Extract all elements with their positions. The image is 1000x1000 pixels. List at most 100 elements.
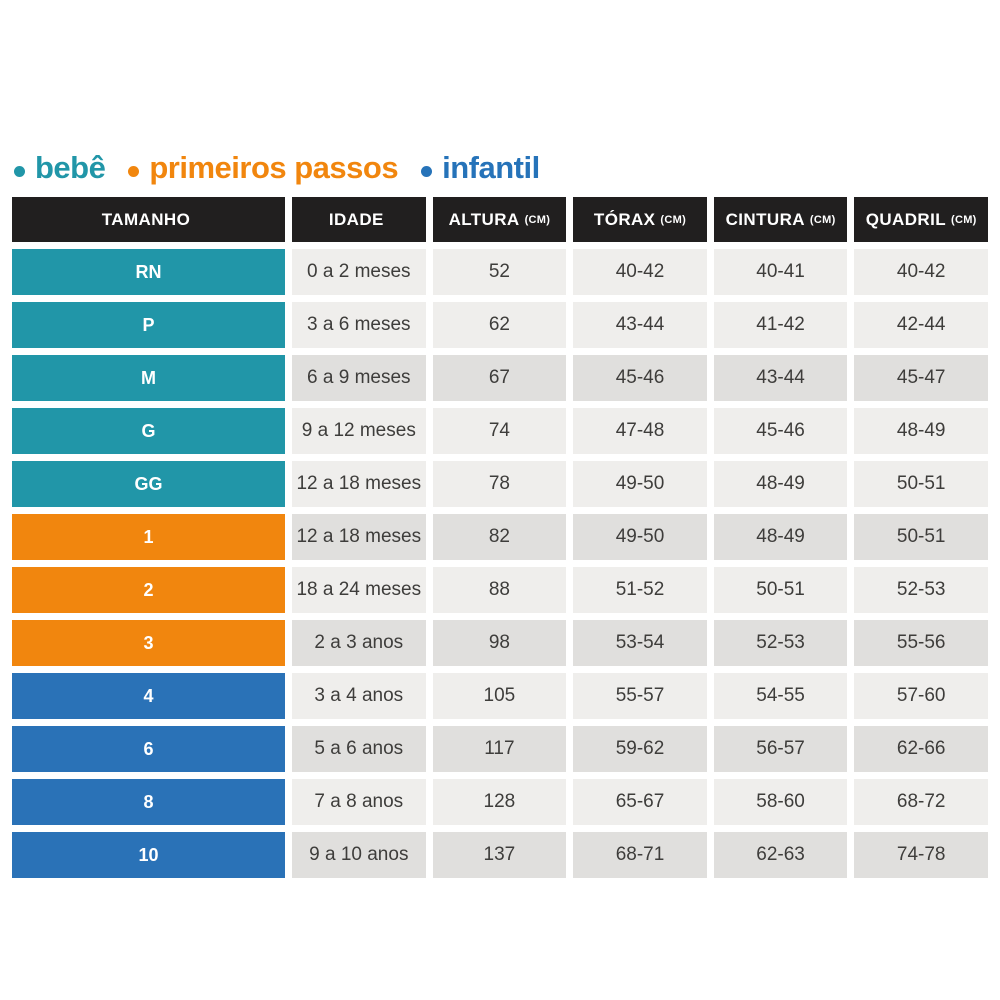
- idade-cell: 18 a 24 meses: [292, 567, 426, 613]
- cintura-cell: 54-55: [713, 673, 848, 719]
- torax-cell: 51-52: [573, 567, 707, 613]
- header-unit: (CM): [951, 213, 977, 226]
- idade-cell: 12 a 18 meses: [292, 461, 426, 507]
- header-cell-quadril: QUADRIL (CM): [854, 197, 988, 242]
- quadril-cell: 57-60: [854, 673, 988, 719]
- idade-cell: 12 a 18 meses: [292, 514, 426, 560]
- legend-item-bebe: bebê: [14, 150, 106, 186]
- altura-cell: 62: [432, 302, 567, 348]
- torax-cell: 68-71: [573, 832, 707, 878]
- idade-cell: 5 a 6 anos: [292, 726, 426, 772]
- header-label: IDADE: [328, 209, 384, 229]
- legend: bebê primeiros passos infantil: [14, 146, 540, 190]
- size-cell: 1: [12, 514, 285, 560]
- size-cell: 3: [12, 620, 285, 666]
- legend-item-primeiros-passos: primeiros passos: [128, 150, 399, 186]
- altura-cell: 52: [432, 249, 567, 295]
- cintura-cell: 48-49: [713, 514, 848, 560]
- idade-cell: 3 a 4 anos: [292, 673, 426, 719]
- torax-cell: 49-50: [573, 461, 707, 507]
- header-unit: (CM): [809, 213, 836, 226]
- size-table: TAMANHO IDADE ALTURA (CM) TÓRAX (CM) CINTU…: [12, 197, 988, 878]
- quadril-cell: 50-51: [854, 514, 988, 560]
- quadril-cell: 42-44: [854, 302, 988, 348]
- bullet-icon: [421, 166, 433, 177]
- cintura-cell: 50-51: [713, 567, 848, 613]
- header-unit: (CM): [660, 213, 687, 226]
- altura-cell: 98: [432, 620, 567, 666]
- quadril-cell: 74-78: [854, 832, 988, 878]
- legend-label-primeiros-passos: primeiros passos: [149, 150, 399, 185]
- altura-cell: 88: [432, 567, 567, 613]
- header-cell-altura: ALTURA (CM): [432, 197, 567, 242]
- size-cell: 4: [12, 673, 285, 719]
- header-label: CINTURA: [725, 209, 805, 229]
- cintura-cell: 43-44: [713, 355, 848, 401]
- torax-cell: 43-44: [573, 302, 707, 348]
- altura-cell: 78: [432, 461, 567, 507]
- altura-cell: 74: [432, 408, 567, 454]
- size-cell: P: [12, 302, 285, 348]
- cintura-cell: 56-57: [713, 726, 848, 772]
- torax-cell: 59-62: [573, 726, 707, 772]
- header-label: TÓRAX: [593, 209, 656, 229]
- idade-cell: 9 a 10 anos: [292, 832, 426, 878]
- cintura-cell: 41-42: [713, 302, 848, 348]
- header-cell-torax: TÓRAX (CM): [573, 197, 707, 242]
- size-cell: 6: [12, 726, 285, 772]
- header-label: QUADRIL: [865, 209, 946, 229]
- bullet-icon: [14, 166, 25, 177]
- size-cell: 8: [12, 779, 285, 825]
- altura-cell: 82: [432, 514, 567, 560]
- bullet-icon: [128, 166, 140, 177]
- torax-cell: 53-54: [573, 620, 707, 666]
- quadril-cell: 40-42: [854, 249, 988, 295]
- altura-cell: 117: [432, 726, 567, 772]
- size-cell: M: [12, 355, 285, 401]
- idade-cell: 6 a 9 meses: [292, 355, 426, 401]
- header-cell-idade: IDADE: [292, 197, 426, 242]
- header-unit: (CM): [524, 213, 551, 226]
- cintura-cell: 48-49: [713, 461, 848, 507]
- idade-cell: 3 a 6 meses: [292, 302, 426, 348]
- altura-cell: 105: [432, 673, 567, 719]
- quadril-cell: 48-49: [854, 408, 988, 454]
- torax-cell: 49-50: [573, 514, 707, 560]
- cintura-cell: 52-53: [713, 620, 848, 666]
- quadril-cell: 68-72: [854, 779, 988, 825]
- quadril-cell: 45-47: [854, 355, 988, 401]
- size-cell: RN: [12, 249, 285, 295]
- cintura-cell: 40-41: [713, 249, 848, 295]
- legend-item-infantil: infantil: [421, 150, 540, 186]
- altura-cell: 137: [432, 832, 567, 878]
- torax-cell: 40-42: [573, 249, 707, 295]
- size-cell: GG: [12, 461, 285, 507]
- size-cell: G: [12, 408, 285, 454]
- altura-cell: 128: [432, 779, 567, 825]
- torax-cell: 65-67: [573, 779, 707, 825]
- cintura-cell: 45-46: [713, 408, 848, 454]
- quadril-cell: 52-53: [854, 567, 988, 613]
- legend-label-bebe: bebê: [35, 150, 106, 185]
- quadril-cell: 55-56: [854, 620, 988, 666]
- header-cell-cintura: CINTURA (CM): [713, 197, 848, 242]
- torax-cell: 45-46: [573, 355, 707, 401]
- idade-cell: 2 a 3 anos: [292, 620, 426, 666]
- header-label: ALTURA: [448, 209, 520, 229]
- idade-cell: 0 a 2 meses: [292, 249, 426, 295]
- idade-cell: 7 a 8 anos: [292, 779, 426, 825]
- size-cell: 10: [12, 832, 285, 878]
- cintura-cell: 58-60: [713, 779, 848, 825]
- quadril-cell: 62-66: [854, 726, 988, 772]
- torax-cell: 55-57: [573, 673, 707, 719]
- altura-cell: 67: [432, 355, 567, 401]
- cintura-cell: 62-63: [713, 832, 848, 878]
- legend-label-infantil: infantil: [442, 150, 540, 185]
- header-cell-tamanho: TAMANHO: [12, 197, 285, 242]
- quadril-cell: 50-51: [854, 461, 988, 507]
- torax-cell: 47-48: [573, 408, 707, 454]
- header-label: TAMANHO: [101, 209, 191, 229]
- size-cell: 2: [12, 567, 285, 613]
- idade-cell: 9 a 12 meses: [292, 408, 426, 454]
